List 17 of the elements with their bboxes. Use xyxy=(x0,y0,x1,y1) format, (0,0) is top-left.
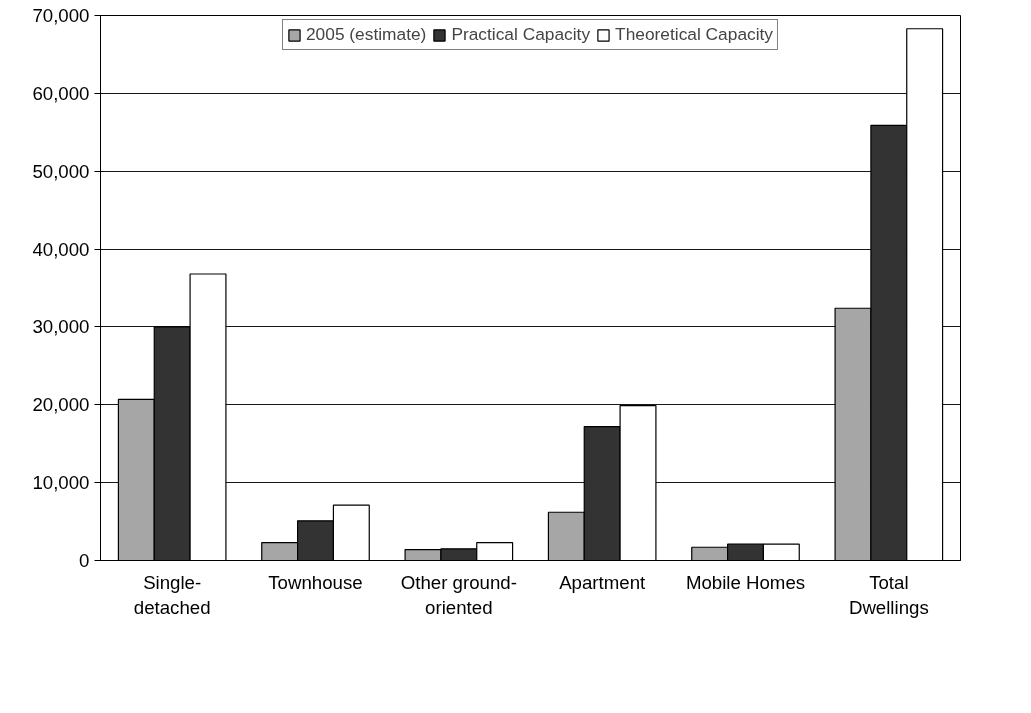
y-tick-label: 0 xyxy=(79,550,90,571)
x-tick-label: Other ground- oriented xyxy=(400,571,517,618)
y-tick-label: 70,000 xyxy=(32,5,90,26)
x-tick-label: Apartment xyxy=(559,571,647,593)
legend-label: Practical Capacity xyxy=(451,24,591,45)
y-tick-label: 60,000 xyxy=(32,82,90,104)
y-tick-label: 40,000 xyxy=(32,238,90,260)
y-tick-label: 10,000 xyxy=(32,472,90,494)
x-tick-label: Mobile Homes xyxy=(685,571,806,593)
x-tick-label: Single- detached xyxy=(133,571,211,618)
legend-label: Theoretical Capacity xyxy=(615,24,774,45)
y-tick-label: 20,000 xyxy=(32,394,90,416)
x-tick-label: Total Dwellings xyxy=(848,571,929,618)
y-tick-label: 30,000 xyxy=(32,316,90,338)
y-tick-label: 50,000 xyxy=(32,160,90,182)
x-tick-label: Townhouse xyxy=(268,571,363,593)
legend-label: 2005 (estimate) xyxy=(305,24,427,45)
